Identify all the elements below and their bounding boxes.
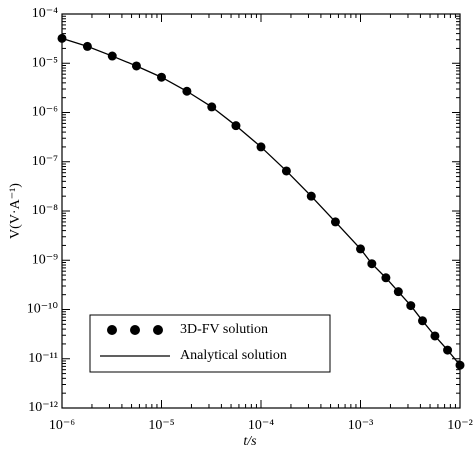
x-tick-label: 10⁻⁴	[248, 418, 274, 433]
legend-box	[89, 314, 331, 373]
data-line	[61, 37, 461, 366]
y-tick-label: 10⁻¹²	[28, 400, 58, 415]
x-tick-label: 10⁻⁵	[148, 418, 174, 433]
x-tick-label: 10⁻²	[447, 418, 473, 433]
x-axis-label: t/s	[243, 434, 257, 449]
y-axis-label: V(V·A⁻¹)	[8, 183, 23, 239]
legend-marker	[130, 325, 140, 335]
y-tick-label: 10⁻¹¹	[28, 351, 58, 366]
y-tick-label: 10⁻⁷	[32, 154, 58, 169]
y-tick-label: 10⁻⁴	[32, 6, 58, 21]
x-tick-label: 10⁻⁶	[49, 418, 75, 433]
x-tick-label: 10⁻³	[348, 418, 374, 433]
y-tick-label: 10⁻¹⁰	[27, 302, 59, 317]
legend-marker	[153, 325, 163, 335]
legend-label: 3D-FV solution	[180, 322, 268, 337]
y-tick-label: 10⁻⁵	[32, 55, 58, 70]
legend-marker	[107, 325, 117, 335]
y-tick-label: 10⁻⁶	[32, 105, 58, 120]
legend-label: Analytical solution	[180, 348, 287, 363]
y-tick-label: 10⁻⁸	[32, 203, 58, 218]
y-tick-label: 10⁻⁹	[32, 252, 58, 267]
